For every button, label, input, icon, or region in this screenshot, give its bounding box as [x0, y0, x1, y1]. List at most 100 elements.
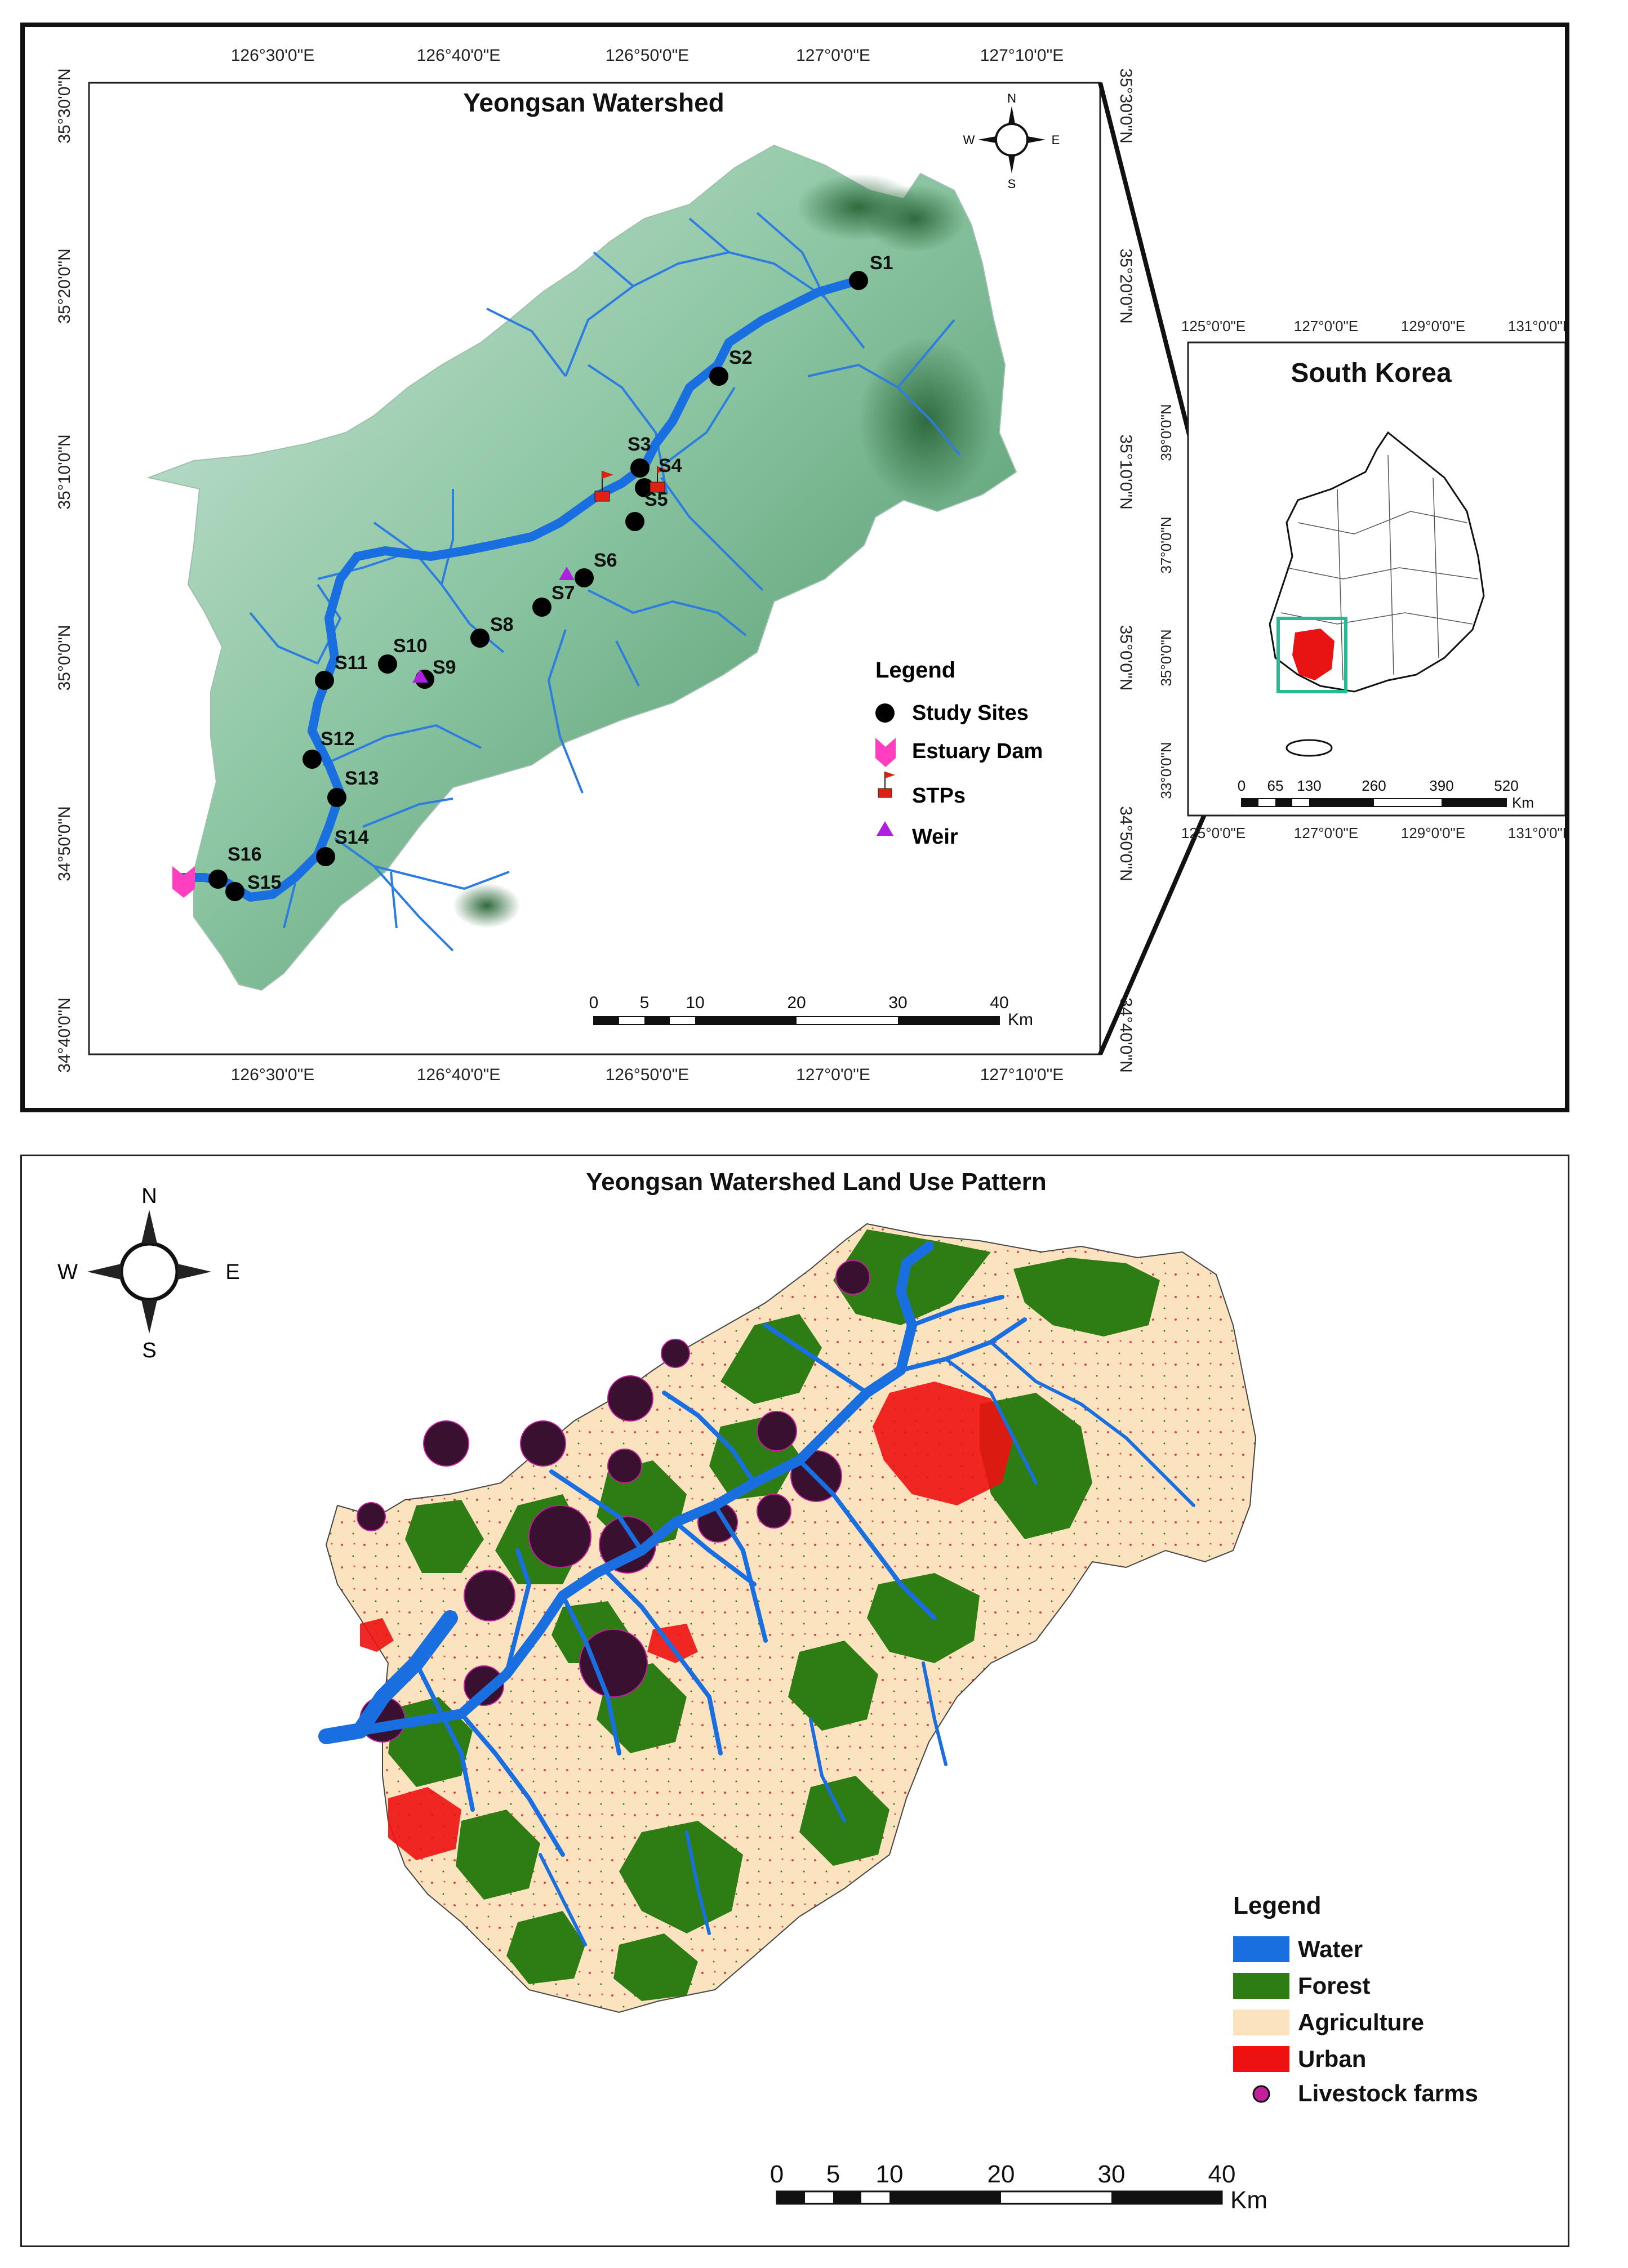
scale-tick: 5	[640, 993, 650, 1012]
scale-tick: 10	[686, 993, 704, 1012]
inset-lon-tick: 129°0'0"E	[1401, 825, 1465, 841]
legend-label: Agriculture	[1298, 2009, 1424, 2035]
inset-scale-unit: Km	[1512, 794, 1534, 811]
bottom-panel: Yeongsan Watershed Land Use Pattern	[20, 1155, 1569, 2247]
study-site-s10	[378, 654, 397, 674]
study-site-s16	[208, 870, 228, 889]
south-korea-outline	[1269, 431, 1485, 693]
study-site-s5	[625, 512, 644, 531]
site-label: S6	[594, 550, 617, 571]
study-site-s13	[327, 788, 346, 807]
lon-tick-label: 126°50'0"E	[606, 46, 690, 65]
bottom-legend: Legend Water Forest Agriculture Urban Li…	[1233, 1892, 1478, 2106]
jeju-island	[1286, 739, 1333, 757]
legend-label: Study Sites	[912, 701, 1029, 725]
compass-e: E	[1052, 133, 1060, 147]
site-label: S7	[551, 582, 575, 604]
site-label: S1	[870, 252, 893, 274]
compass-s: S	[142, 1339, 156, 1362]
bottom-map-title: Yeongsan Watershed Land Use Pattern	[586, 1168, 1046, 1196]
lon-tick-label: 126°40'0"E	[417, 1066, 501, 1084]
inset-lat-tick: 33°0'0"N	[1158, 742, 1175, 799]
study-site-s1	[849, 271, 868, 290]
inset-scale-tick: 520	[1494, 777, 1518, 794]
site-label: S5	[644, 489, 668, 510]
forest-swatch	[1233, 1973, 1289, 1999]
study-site-s15	[225, 882, 244, 901]
study-site-s12	[303, 750, 322, 769]
weir-markers	[412, 567, 575, 683]
lat-tick-label: 34°40'0"N	[55, 997, 74, 1072]
inset-title: South Korea	[1291, 358, 1452, 388]
bottom-panel-svg: Yeongsan Watershed Land Use Pattern	[57, 1168, 1478, 2214]
urban-swatch	[1233, 2046, 1289, 2072]
bottom-scale-bar: 0 5 10 20 30 40 Km	[770, 2160, 1267, 2214]
lon-tick-label: 127°0'0"E	[796, 46, 870, 65]
site-label: S3	[628, 434, 651, 455]
compass-n: N	[1007, 91, 1016, 105]
inset-lon-tick: 131°0'0"E	[1508, 318, 1565, 335]
top-legend: Legend Study Sites Estuary Dam STPs Weir	[875, 658, 1043, 849]
site-label: S10	[393, 635, 428, 657]
scale-tick: 30	[1098, 2160, 1126, 2188]
top-map-title: Yeongsan Watershed	[463, 88, 724, 117]
lat-tick-label: 35°30'0"N	[1117, 68, 1135, 143]
lon-tick-label: 126°30'0"E	[231, 1066, 315, 1084]
site-label: S4	[659, 455, 682, 476]
legend-label: Forest	[1298, 1972, 1370, 1999]
legend-label: STPs	[912, 784, 966, 808]
watershed-area	[146, 144, 1017, 991]
scale-tick: 20	[988, 2160, 1015, 2188]
compass-rose-icon: N S W E	[963, 91, 1060, 191]
lon-tick-label: 127°10'0"E	[980, 1066, 1064, 1084]
lat-tick-label: 34°50'0"N	[55, 806, 74, 881]
top-scale-bar: 0 5 10 20 30 40 Km	[589, 993, 1033, 1029]
water-swatch	[1233, 1936, 1289, 1962]
lat-tick-label: 35°0'0"N	[1117, 625, 1135, 691]
scale-unit: Km	[1230, 2186, 1267, 2214]
scale-tick: 0	[770, 2160, 784, 2188]
study-area-red	[1292, 629, 1335, 680]
inset-lon-tick: 125°0'0"E	[1181, 825, 1246, 841]
site-label: S11	[335, 652, 368, 674]
site-label: S15	[247, 872, 282, 893]
scale-tick: 40	[990, 993, 1008, 1012]
stp-legend-icon	[878, 772, 895, 798]
lon-tick-label: 127°0'0"E	[796, 1066, 870, 1084]
scale-unit: Km	[1008, 1010, 1033, 1029]
study-site-s4	[635, 478, 654, 497]
legend-label: Water	[1298, 1936, 1363, 1962]
legend-title: Legend	[875, 658, 955, 683]
top-panel-svg: S1 S2 S3 S4 S5 S6 S7 S8 S9 S10 S11 S12 S…	[55, 46, 1565, 1084]
study-site-s6	[575, 568, 594, 587]
study-site-s7	[532, 598, 551, 617]
lon-tick-label: 127°10'0"E	[980, 46, 1064, 65]
lon-tick-label: 126°40'0"E	[417, 46, 501, 65]
mountain-shade	[859, 337, 994, 506]
inset-map: South Korea 125°0'0"E 127°0'0"E 129°0'0"…	[1158, 318, 1565, 841]
study-site-s8	[470, 629, 490, 648]
lat-tick-label: 35°10'0"N	[55, 434, 74, 509]
compass-w: W	[57, 1260, 78, 1284]
study-site-s14	[316, 847, 335, 866]
site-label: S9	[433, 657, 456, 678]
site-label: S12	[321, 728, 355, 750]
inset-lat-tick: 37°0'0"N	[1158, 516, 1175, 573]
study-site-s2	[709, 367, 728, 386]
scale-tick: 20	[787, 993, 806, 1012]
main-river	[178, 276, 863, 902]
compass-e: E	[225, 1260, 239, 1284]
stp-markers	[594, 466, 667, 502]
inset-scale-tick: 130	[1297, 777, 1321, 794]
study-site-s11	[315, 671, 334, 690]
inset-scale-bar: 0 65 130 260 390 520 Km	[1238, 777, 1534, 811]
compass-s: S	[1008, 177, 1016, 191]
scale-tick: 30	[888, 993, 907, 1012]
estuary-dam-marker	[172, 866, 195, 898]
inset-lon-tick: 129°0'0"E	[1401, 318, 1465, 335]
study-sites-legend-icon	[875, 703, 895, 723]
site-label: S8	[490, 614, 514, 635]
lat-tick-label: 35°20'0"N	[55, 248, 74, 323]
lat-tick-label: 35°10'0"N	[1117, 434, 1135, 509]
lat-tick-label: 35°20'0"N	[1117, 248, 1135, 323]
